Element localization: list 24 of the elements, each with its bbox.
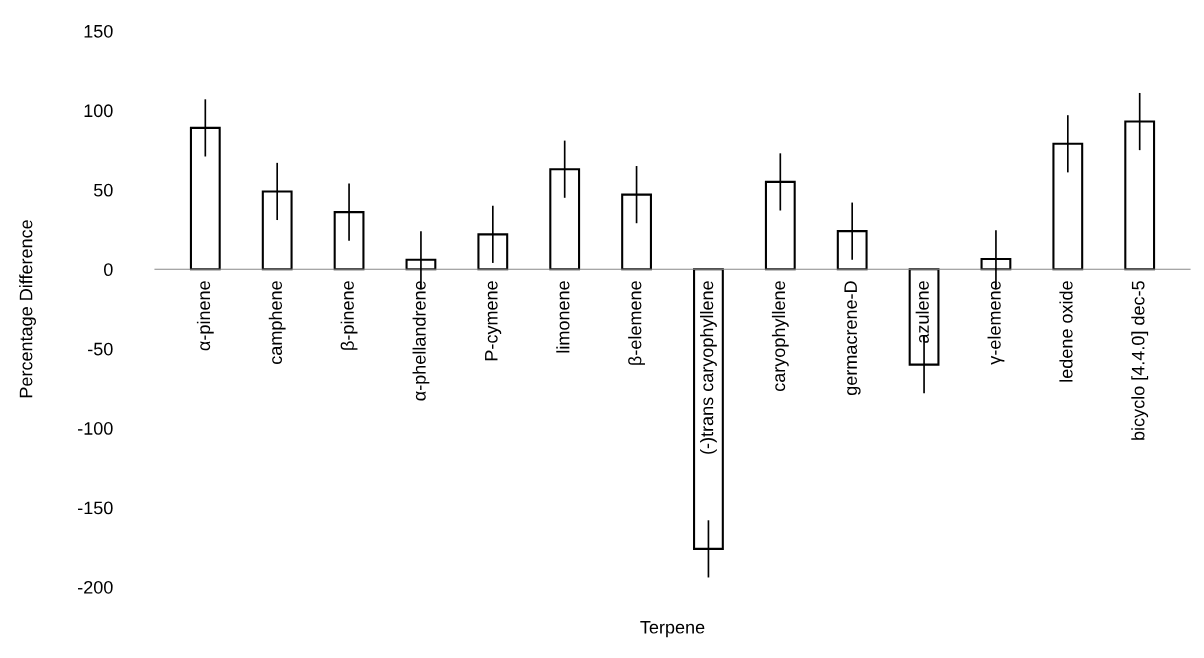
- y-tick-label: 100: [84, 104, 113, 118]
- x-tick-label: α-pinene: [196, 281, 214, 351]
- x-tick-label: caryophyllene: [771, 281, 789, 392]
- x-tick-label: γ-elemene: [987, 281, 1005, 365]
- y-tick-label: 150: [84, 24, 113, 38]
- y-tick-label: 0: [104, 263, 113, 277]
- y-axis-title: Percentage Difference: [19, 220, 36, 398]
- y-tick-label: -150: [78, 501, 113, 515]
- x-tick-label: germacrene-D: [844, 281, 861, 396]
- x-tick-label: β-elemene: [628, 281, 645, 365]
- x-tick-label: (-)trans caryophyllene: [700, 281, 717, 454]
- y-tick-label: -100: [78, 422, 113, 435]
- x-tick-label: ledene oxide: [1059, 281, 1073, 382]
- x-tick-label: camphene: [268, 281, 286, 364]
- x-axis-title: Terpene: [640, 621, 705, 638]
- x-tick-label: bicyclo [4.4.0] dec-5: [1131, 281, 1149, 440]
- x-tick-label: P-cymene: [485, 281, 502, 361]
- x-tick-label: limonene: [556, 281, 570, 353]
- y-tick-label: -200: [78, 580, 113, 594]
- y-tick-label: -50: [88, 342, 113, 356]
- x-tick-label: α-phellandrene: [412, 281, 430, 401]
- x-tick-label: β-pinene: [340, 281, 358, 350]
- y-tick-label: 50: [93, 183, 113, 197]
- x-tick-label: azulene: [915, 281, 929, 343]
